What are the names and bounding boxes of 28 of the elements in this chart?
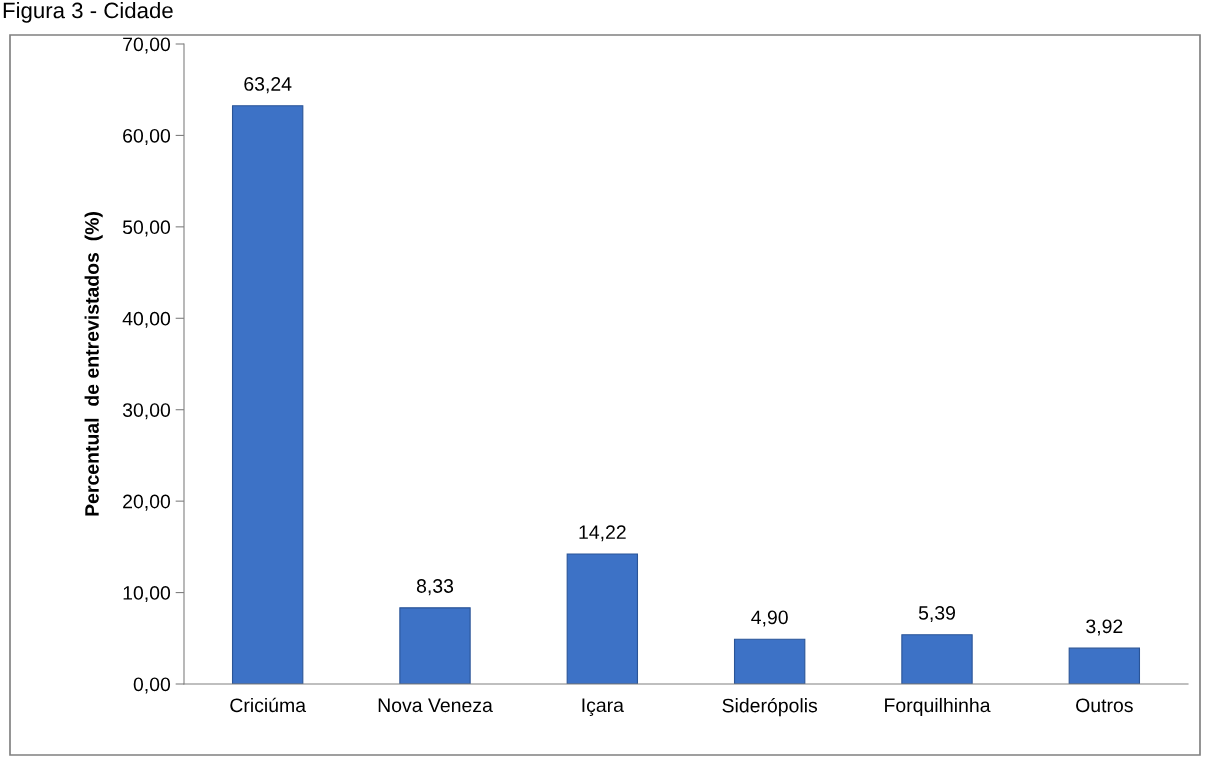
x-tick-label: Criciúma [230, 697, 307, 713]
y-tick-label: 0,00 [133, 677, 171, 694]
y-tick-label: 60,00 [123, 128, 171, 145]
bar [399, 607, 471, 684]
y-tick-label: 40,00 [122, 311, 171, 328]
data-label: 5,39 [918, 606, 955, 623]
bar [231, 105, 304, 684]
y-tick-label: 70,00 [123, 37, 171, 54]
data-label: 63,24 [244, 77, 292, 94]
bar [566, 553, 639, 684]
data-label: 8,33 [416, 579, 454, 596]
y-tick-label: 20,00 [123, 494, 171, 511]
data-label: 3,92 [1086, 619, 1123, 636]
x-tick-label: Içara [582, 698, 624, 717]
y-tick-label: 50,00 [122, 220, 171, 237]
x-tick-label: Forquilhinha [885, 697, 991, 717]
data-label: 14,22 [579, 525, 626, 542]
y-tick-label: 10,00 [123, 586, 171, 603]
chart-title: Figura 3 - Cidade [3, 2, 173, 23]
y-tick-label: 30,00 [122, 403, 171, 420]
x-tick-label: Nova Veneza [378, 698, 493, 713]
bar [1068, 647, 1141, 684]
x-tick-label: Siderópolis [722, 697, 818, 717]
bar [733, 638, 806, 684]
y-axis-title: Percentual de entrevistados (%) [84, 212, 103, 516]
data-label: 4,90 [751, 610, 788, 627]
x-tick-label: Outros [1076, 698, 1133, 713]
bar [901, 634, 973, 684]
